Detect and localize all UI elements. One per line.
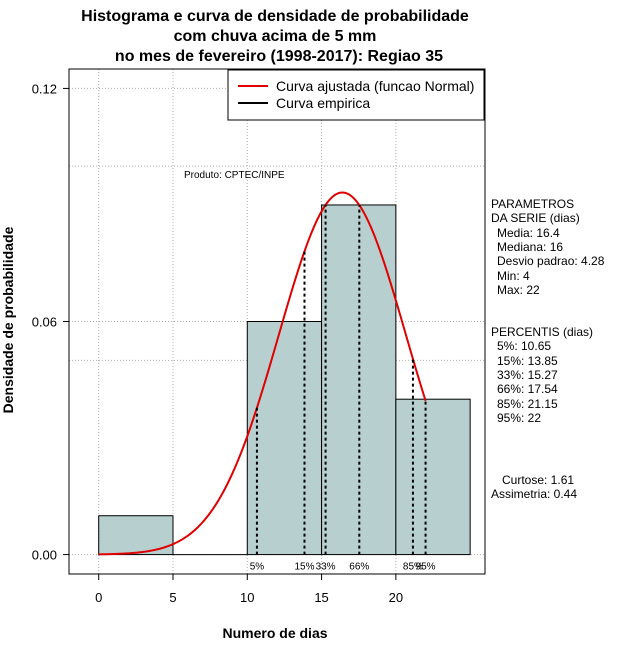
legend-label-empirical: Curva empirica [276,95,370,111]
assimetria-value: Assimetria: 0.44 [491,487,577,501]
x-axis-label: Numero de dias [222,625,327,641]
min-value: Min: 4 [497,269,530,283]
mediana-value: Mediana: 16 [497,240,563,254]
histogram-bar [246,321,323,556]
percentile-layer: 5% 15% 33% 66% 85%95% [250,204,436,573]
media-value: Media: 16.4 [497,226,560,240]
percentile-66: 66%: 17.54 [497,382,558,396]
chart-title-line-1: Histograma e curva de densidade de proba… [81,8,469,25]
axis-layer: 0 5 10 15 20 0.00 0.06 0.12 [32,81,403,605]
percentile-label: 33% [316,562,336,573]
normal-fit-curve [98,191,427,556]
bar-layer [98,204,471,556]
plot-frame [68,68,486,575]
percentis-title: PERCENTIS (dias) [491,325,593,339]
percentile-5: 5%: 10.65 [497,339,551,353]
legend: Curva ajustada (funcao Normal) Curva emp… [227,69,485,121]
percentile-label: 15% [294,562,314,573]
curve-layer [98,191,427,556]
watermark-text: Produto: CPTEC/INPE [184,170,285,181]
legend-label-fit: Curva ajustada (funcao Normal) [276,78,474,94]
histogram-bar [395,398,471,556]
y-axis-label: Densidade de probabilidade [0,226,16,413]
percentile-15: 15%: 13.85 [497,354,558,368]
x-tick-label: 0 [95,590,102,605]
max-value: Max: 22 [497,283,540,297]
legend-box [227,69,485,121]
x-tick-label: 10 [240,590,254,605]
y-tick-label: 0.06 [32,315,57,330]
percentile-label: 5% [250,562,265,573]
percentile-85: 85%: 21.15 [497,397,558,411]
desvio-value: Desvio padrao: 4.28 [497,254,605,268]
percentile-95: 95%: 22 [497,411,541,425]
percentile-33: 33%: 15.27 [497,368,558,382]
x-tick-label: 15 [314,590,328,605]
curtose-value: Curtose: 1.61 [502,473,574,487]
percentile-label: 66% [349,562,369,573]
percentile-label: 95% [416,562,436,573]
side-panel: PARAMETROS DA SERIE (dias) Media: 16.4 M… [491,197,605,501]
parametros-title-2: DA SERIE (dias) [491,211,580,225]
x-tick-label: 5 [169,590,176,605]
chart-title-line-2: com chuva acima de 5 mm [174,28,377,45]
x-tick-label: 20 [389,590,403,605]
percentile-label: 85% [403,562,423,573]
chart-title-line-3: no mes de fevereiro (1998-2017): Regiao … [115,48,443,65]
y-tick-label: 0.00 [32,548,57,563]
parametros-title-1: PARAMETROS [491,197,574,211]
y-tick-label: 0.12 [32,81,57,96]
